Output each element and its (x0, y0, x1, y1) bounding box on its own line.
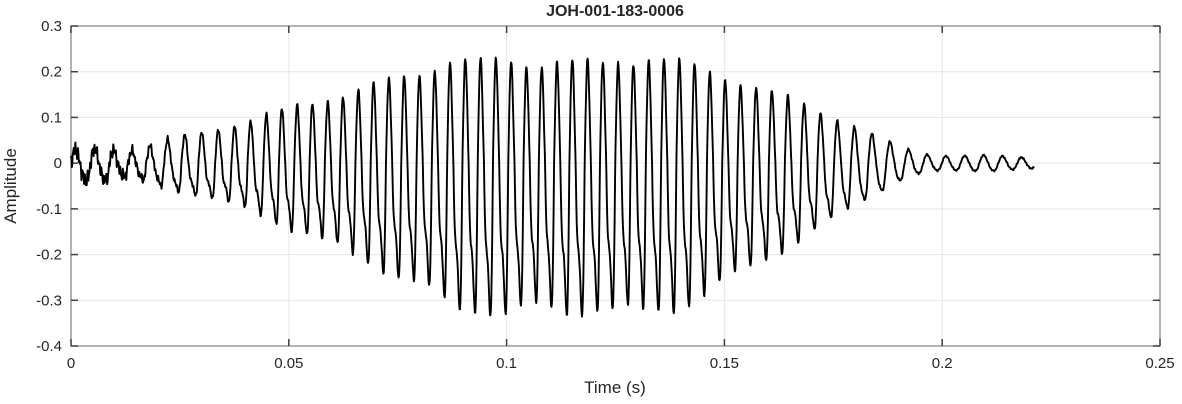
y-tick-label: -0.3 (36, 292, 62, 309)
y-tick-label: -0.2 (36, 247, 62, 264)
y-tick-label: -0.1 (36, 201, 62, 218)
y-tick-label: 0 (54, 155, 62, 172)
tick-layer (70, 25, 1161, 347)
x-tick-label: 0.2 (932, 355, 953, 372)
y-tick-label: 0.1 (41, 109, 62, 126)
x-tick-label: 0.25 (1145, 355, 1174, 372)
y-axis-label: Amplitude (1, 148, 20, 224)
y-tick-label: -0.4 (36, 338, 62, 355)
x-tick-label: 0.05 (274, 355, 303, 372)
axes-box (70, 25, 1161, 347)
y-tick-label: 0.3 (41, 18, 62, 35)
waveform-line (70, 56, 1035, 318)
y-tick-label: 0.2 (41, 64, 62, 81)
x-tick-label: 0 (67, 355, 75, 372)
chart-title: JOH-001-183-0006 (546, 3, 684, 20)
x-tick-label: 0.15 (710, 355, 739, 372)
x-axis-label: Time (s) (584, 378, 646, 397)
x-tick-label: 0.1 (496, 355, 517, 372)
tick-label-layer: 0 0.05 0.1 0.15 0.2 0.25 0.3 0.2 0.1 0 -0.1 -0.2 -0.… (36, 18, 1174, 372)
